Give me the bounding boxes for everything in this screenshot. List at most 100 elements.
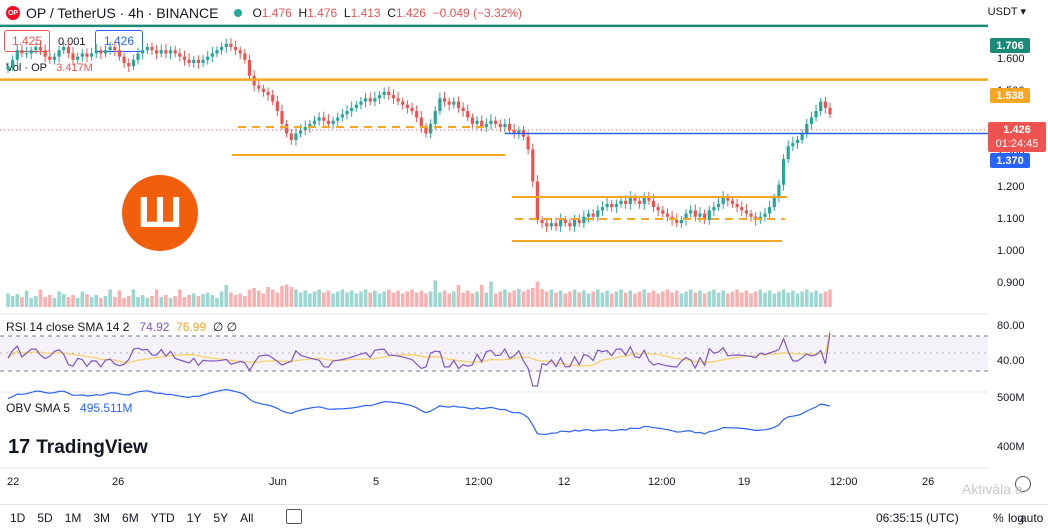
percent-toggle[interactable]: % <box>993 511 1004 525</box>
candle-body <box>484 123 488 128</box>
obv-axis-tick: 500M <box>997 392 1025 404</box>
range-button-1m[interactable]: 1M <box>64 511 82 525</box>
volume-legend[interactable]: Vol · OP 3.417M <box>6 62 93 74</box>
volume-bar <box>461 292 465 307</box>
candle-body <box>633 197 637 201</box>
volume-bar <box>270 289 275 307</box>
volume-bar <box>247 289 252 307</box>
candle-body <box>795 139 800 144</box>
volume-bar <box>804 289 809 307</box>
volume-bar <box>777 291 781 307</box>
candle-body <box>470 117 475 124</box>
candle-body <box>266 91 270 96</box>
candle-body <box>740 207 744 211</box>
candle-body <box>568 223 572 227</box>
svg-text:Ш: Ш <box>138 188 182 237</box>
volume-bar <box>721 290 725 307</box>
volume-bar <box>767 290 772 307</box>
candles <box>6 38 832 233</box>
volume-bar <box>126 296 131 307</box>
time-axis-tick: Jun <box>269 476 287 488</box>
symbol-title[interactable]: OP / TetherUS · 4h · BINANCE <box>26 5 219 21</box>
clock-readout[interactable]: 06:35:15 (UTC) <box>876 511 959 525</box>
range-button-1y[interactable]: 1Y <box>186 511 202 525</box>
log-toggle[interactable]: log <box>1008 511 1025 525</box>
candle-body <box>781 159 786 185</box>
candle-body <box>145 47 149 51</box>
time-axis-tick: 5 <box>373 476 380 488</box>
candle-body <box>229 43 233 48</box>
range-button-6m[interactable]: 6M <box>122 511 139 525</box>
candle-body <box>261 88 266 92</box>
candle-body <box>452 101 456 105</box>
candle-body <box>814 111 818 118</box>
candle-body <box>377 95 382 99</box>
candle-body <box>675 219 679 224</box>
range-button-5d[interactable]: 5D <box>37 511 53 525</box>
currency-selector[interactable]: USDT ▾ <box>987 6 1026 18</box>
candle-body <box>117 50 122 57</box>
level-tag-blue: 1.370 <box>990 153 1030 168</box>
range-button-5y[interactable]: 5Y <box>213 511 229 525</box>
candle-body <box>442 98 447 102</box>
volume-bar <box>191 293 196 307</box>
volume-bar <box>442 290 447 307</box>
rsi-legend[interactable]: RSI 14 close SMA 14 2 74.92 76.99 ∅ ∅ <box>6 320 238 334</box>
date-range-calendar-icon[interactable] <box>286 509 302 524</box>
settings-gear-icon[interactable] <box>1015 476 1031 492</box>
candle-body <box>628 197 632 204</box>
candle-body <box>103 50 108 54</box>
candle-body <box>494 120 498 124</box>
auto-toggle[interactable]: auto <box>1020 511 1044 525</box>
coin-logo-icon: Ш <box>122 175 198 251</box>
volume-bar <box>489 281 493 307</box>
volume-bar <box>80 291 85 307</box>
range-button-ytd[interactable]: YTD <box>150 511 175 525</box>
candle-body <box>401 101 405 105</box>
volume-bar <box>368 292 373 307</box>
volume-bar <box>619 289 623 307</box>
candle-body <box>15 50 19 60</box>
range-button-3m[interactable]: 3M <box>93 511 111 525</box>
time-axis-tick: 22 <box>7 476 20 488</box>
volume-bar <box>665 289 670 307</box>
volume-bar <box>117 290 122 307</box>
tradingview-brand[interactable]: 17 TradingView <box>8 436 148 458</box>
volume-bar <box>34 296 38 307</box>
price-axis-tick: 1.000 <box>997 244 1025 257</box>
range-button-all[interactable]: All <box>240 511 254 525</box>
candle-body <box>20 50 24 54</box>
range-button-1d[interactable]: 1D <box>10 511 26 525</box>
time-axis-tick: 19 <box>738 476 751 488</box>
candle-body <box>424 127 428 134</box>
volume-bar <box>256 290 261 307</box>
volume-bar <box>252 288 256 307</box>
volume-bar <box>517 289 521 307</box>
rsi-line <box>7 333 831 387</box>
candle-body <box>359 101 363 105</box>
volume-bar <box>791 290 795 307</box>
volume-bar <box>484 292 489 307</box>
volume-bar <box>702 293 707 307</box>
candle-body <box>187 59 191 64</box>
candle-body <box>224 43 228 48</box>
candle-body <box>312 120 317 124</box>
candle-body <box>271 95 275 102</box>
volume-bar <box>173 296 177 307</box>
candle-body <box>257 85 261 89</box>
volume-bar <box>577 292 582 307</box>
volume-bar <box>512 290 517 307</box>
volume-bar <box>168 298 173 307</box>
price-chart[interactable]: Ш <box>0 0 988 500</box>
candle-body <box>735 203 739 208</box>
volume-bar <box>507 292 512 307</box>
candle-body <box>596 210 600 217</box>
obv-legend[interactable]: OBV SMA 5 495.511M <box>6 401 133 415</box>
candle-body <box>614 203 618 208</box>
candle-body <box>340 114 344 118</box>
volume-bar <box>637 291 642 307</box>
volume-bar <box>238 293 243 307</box>
buy-price-button[interactable]: 1.426 <box>95 30 143 52</box>
candle-body <box>150 47 154 51</box>
candle-body <box>526 136 530 150</box>
